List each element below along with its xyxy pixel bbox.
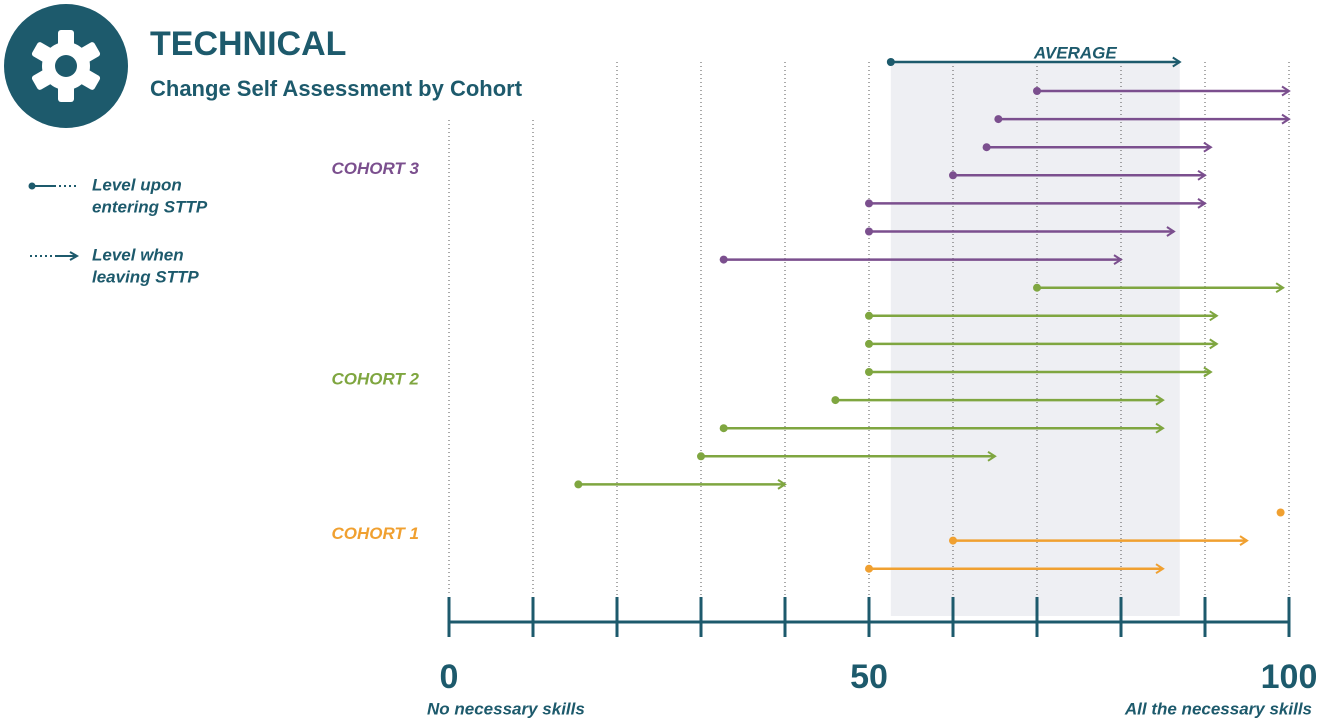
average-label: AVERAGE <box>1033 43 1117 62</box>
arrow-head <box>1197 198 1207 209</box>
start-dot <box>831 396 840 405</box>
start-dot <box>886 58 895 66</box>
arrow-head <box>1155 394 1165 406</box>
arrow-head <box>1155 422 1165 434</box>
start-dot <box>1033 283 1041 292</box>
arrow-head <box>1155 563 1165 575</box>
legend-text: Level when <box>92 245 184 264</box>
x-tick-label: 50 <box>850 658 888 696</box>
arrow-head <box>1203 366 1213 378</box>
start-dot <box>719 255 728 264</box>
start-dot <box>865 199 873 208</box>
x-label-right: All the necessary skills <box>1124 699 1312 718</box>
gear-icon <box>4 4 128 128</box>
start-dot <box>1276 508 1285 517</box>
cohort-label: COHORT 3 <box>331 159 419 178</box>
start-dot <box>1033 87 1041 95</box>
cohort-label: COHORT 1 <box>331 524 419 543</box>
start-dot <box>949 171 957 180</box>
start-dot <box>719 424 728 433</box>
cohort: COHORT 2 <box>331 282 1285 490</box>
arrow-head <box>1281 113 1291 125</box>
start-dot <box>982 143 991 152</box>
legend: Level upon entering STTP Level when leaving… <box>28 175 208 286</box>
cohort: COHORT 3 <box>331 85 1291 265</box>
legend-arrow <box>69 251 80 261</box>
arrow-head <box>1275 282 1285 294</box>
start-dot <box>865 368 873 376</box>
start-dot <box>949 536 957 545</box>
average-band <box>890 62 1180 616</box>
chart-title: TECHNICAL <box>150 25 346 63</box>
start-dot <box>865 564 873 573</box>
legend-text: leaving STTP <box>92 267 199 286</box>
x-tick-label: 100 <box>1261 658 1318 696</box>
start-dot <box>697 452 705 461</box>
chart-subtitle: Change Self Assessment by Cohort <box>150 76 523 101</box>
legend-text: entering STTP <box>92 197 208 216</box>
x-tick-label: 0 <box>440 658 459 696</box>
arrow-head <box>1166 226 1176 237</box>
start-dot <box>865 311 873 320</box>
start-dot <box>574 480 583 489</box>
arrow-head <box>987 450 997 462</box>
legend-text: Level upon <box>92 175 182 194</box>
arrow-head <box>1209 338 1219 350</box>
cohort: COHORT 1 <box>331 508 1285 575</box>
arrow-head <box>777 479 787 490</box>
start-dot <box>865 227 873 236</box>
arrow-head <box>1209 310 1219 322</box>
arrow-head <box>1197 169 1207 181</box>
start-dot <box>865 339 873 348</box>
x-label-left: No necessary skills <box>427 699 585 718</box>
arrow-head <box>1113 254 1123 265</box>
arrow-head <box>1239 535 1249 546</box>
arrow-head <box>1172 56 1182 68</box>
cohort-label: COHORT 2 <box>331 370 419 389</box>
arrow-head <box>1281 85 1291 97</box>
start-dot <box>994 115 1003 124</box>
arrow-head <box>1203 141 1213 153</box>
gear-hole <box>55 55 77 77</box>
